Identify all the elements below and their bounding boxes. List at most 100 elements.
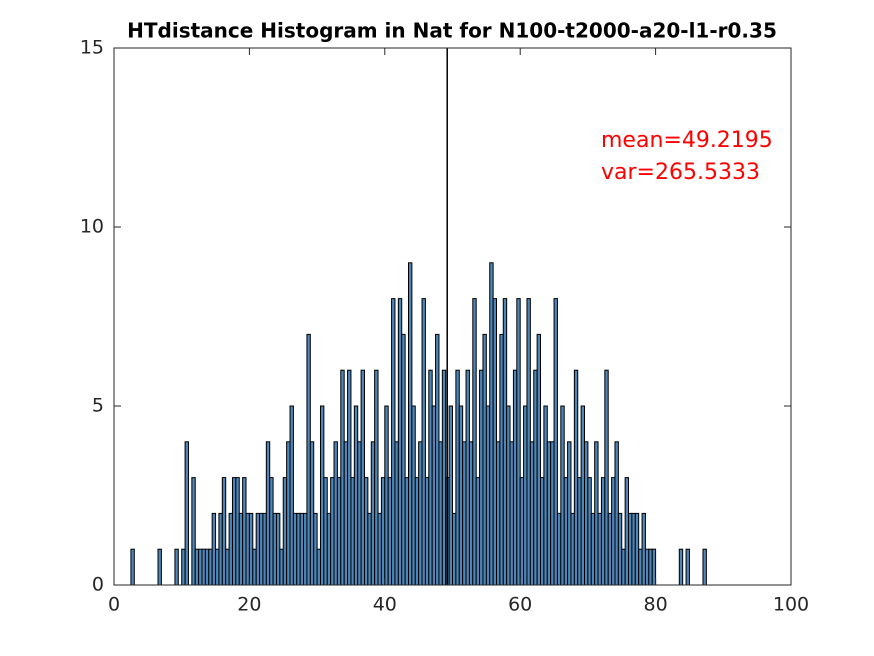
bar [353, 405, 359, 586]
bar [225, 548, 230, 586]
bar [590, 512, 596, 586]
bar [651, 548, 657, 586]
bar [360, 369, 365, 586]
bar [465, 369, 470, 586]
bar [282, 477, 288, 586]
bar [174, 548, 179, 586]
bar [526, 298, 531, 586]
bar [455, 369, 460, 586]
bar [577, 477, 582, 586]
bar [401, 333, 406, 586]
bar [485, 405, 491, 586]
bar [614, 441, 619, 586]
bar [533, 369, 538, 586]
bar [275, 512, 281, 586]
y-tick-label: 0 [92, 574, 104, 596]
bar [407, 262, 413, 586]
bar [634, 512, 640, 586]
bar [184, 441, 189, 586]
x-tick-label: 80 [644, 594, 668, 616]
bar [536, 333, 542, 586]
bar [269, 477, 274, 586]
bar [550, 441, 555, 586]
bar [221, 477, 227, 586]
bar [279, 548, 284, 586]
bar [580, 405, 586, 586]
bar [468, 441, 474, 586]
bar [306, 333, 311, 586]
bar [313, 512, 318, 586]
bar [567, 441, 572, 586]
bar [292, 512, 298, 586]
bar [411, 405, 416, 586]
bar [512, 369, 518, 586]
bar [289, 405, 294, 586]
bar [496, 441, 501, 586]
bar [631, 512, 636, 586]
bar [604, 369, 609, 586]
y-tick-label: 15 [80, 37, 104, 59]
bar [570, 512, 575, 586]
bar [323, 477, 328, 586]
bar [563, 477, 569, 586]
bar [448, 405, 453, 586]
bar [509, 441, 514, 586]
bar [272, 512, 277, 586]
bar [648, 548, 653, 586]
bar [540, 477, 545, 586]
bar [303, 512, 308, 586]
bar [421, 298, 426, 586]
bar [499, 333, 504, 586]
bar [502, 298, 508, 586]
bar [316, 548, 321, 586]
bar [397, 298, 403, 586]
bar [516, 298, 521, 586]
bar [418, 441, 423, 586]
bar [130, 548, 135, 586]
bar [191, 477, 196, 586]
bar [607, 512, 613, 586]
bar [472, 298, 477, 586]
bar [255, 512, 261, 586]
bar [611, 477, 616, 586]
bar [181, 548, 186, 586]
bar [384, 405, 389, 586]
bar [404, 477, 409, 586]
bar [462, 441, 467, 586]
bar [628, 512, 633, 586]
bar [333, 441, 338, 586]
bar [343, 441, 349, 586]
bar [431, 405, 437, 586]
bar [435, 333, 440, 586]
bar [350, 477, 355, 586]
bar [638, 548, 643, 586]
bar [644, 548, 650, 586]
bar [194, 548, 200, 586]
x-tick-label: 60 [508, 594, 532, 616]
bar [394, 441, 399, 586]
bar [441, 369, 447, 586]
bar [452, 512, 457, 586]
axes-box [113, 47, 792, 586]
bar [326, 512, 332, 586]
bar [252, 548, 257, 586]
annotation: var=265.5333 [601, 160, 760, 185]
bar [587, 477, 592, 586]
bar [641, 512, 646, 586]
bar [678, 548, 684, 586]
bar [424, 477, 430, 586]
bar [492, 298, 498, 586]
bar [336, 477, 342, 586]
bar [370, 441, 376, 586]
bar [387, 477, 393, 586]
bar [560, 405, 565, 586]
bar [215, 548, 220, 586]
bar [553, 298, 558, 586]
bar [624, 477, 630, 586]
bar [377, 512, 382, 586]
y-tick-label: 10 [80, 216, 104, 238]
x-tick-label: 40 [373, 594, 397, 616]
bar [414, 477, 420, 586]
bar [621, 548, 626, 586]
